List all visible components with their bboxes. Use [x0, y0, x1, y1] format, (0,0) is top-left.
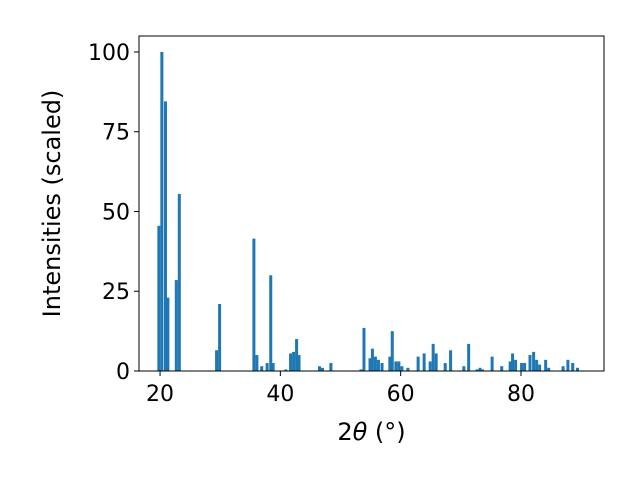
- bar: [406, 367, 410, 371]
- bar: [532, 351, 536, 371]
- bar: [373, 356, 377, 371]
- bar: [177, 193, 181, 371]
- bar: [269, 275, 273, 371]
- x-tick-label: 80: [507, 382, 535, 407]
- y-tick-label: 75: [102, 121, 130, 146]
- bar: [284, 369, 288, 371]
- bar: [362, 327, 366, 371]
- bar: [359, 369, 363, 371]
- bar: [215, 350, 219, 371]
- bar: [157, 225, 161, 371]
- bar: [571, 363, 575, 371]
- plot-frame: [138, 35, 605, 372]
- bar: [289, 353, 293, 371]
- bar: [416, 356, 420, 371]
- bar: [462, 366, 466, 371]
- bar: [443, 363, 447, 371]
- y-axis-ticks: 0 25 50 75 100: [88, 41, 139, 385]
- bar: [475, 369, 479, 371]
- bar: [265, 363, 269, 371]
- y-tick-label: 100: [88, 41, 130, 66]
- x-axis-label: 2θ (°): [337, 418, 405, 446]
- bar: [320, 367, 324, 371]
- bar: [260, 366, 264, 371]
- bar: [514, 359, 518, 371]
- bar: [478, 367, 482, 371]
- bar: [292, 351, 296, 371]
- bar: [218, 304, 222, 371]
- bar: [428, 361, 432, 371]
- y-tick-label: 50: [102, 200, 130, 225]
- bar: [368, 358, 372, 371]
- bar: [535, 359, 539, 371]
- bar: [370, 348, 374, 371]
- bar: [523, 363, 527, 371]
- bar: [252, 238, 256, 371]
- bar: [397, 361, 401, 371]
- bar: [490, 356, 494, 371]
- bar: [388, 356, 392, 371]
- bar: [390, 331, 394, 371]
- bar: [547, 367, 551, 371]
- bar: [449, 350, 453, 371]
- bar: [400, 366, 404, 371]
- bar: [394, 361, 398, 371]
- x-tick-label: 20: [146, 382, 174, 407]
- bar: [520, 363, 524, 371]
- x-tick-label: 40: [266, 382, 294, 407]
- bar: [480, 369, 484, 371]
- bar: [434, 353, 438, 371]
- x-axis-label-unit: (°): [367, 418, 405, 446]
- bar: [163, 101, 167, 372]
- y-tick-label: 0: [116, 360, 130, 385]
- bar: [576, 367, 580, 371]
- bar: [329, 363, 333, 371]
- bar: [467, 343, 471, 371]
- bar: [271, 363, 275, 371]
- x-tick-label: 60: [387, 382, 415, 407]
- bar: [538, 364, 542, 371]
- bar: [561, 366, 565, 371]
- bar: [500, 366, 504, 371]
- bar: [528, 355, 532, 371]
- bar: [380, 363, 384, 371]
- bar: [174, 280, 178, 371]
- bar: [544, 359, 548, 371]
- y-tick-label: 25: [102, 280, 130, 305]
- bar: [431, 343, 435, 371]
- bar: [376, 359, 380, 371]
- bars-group: [157, 51, 580, 372]
- bar: [566, 359, 570, 371]
- bar: [160, 51, 164, 371]
- x-axis-label-prefix: 2: [337, 418, 352, 446]
- x-axis-ticks: 20 40 60 80: [146, 371, 535, 407]
- x-axis-label-theta: θ: [353, 418, 368, 446]
- bar: [422, 353, 426, 371]
- bar: [295, 339, 299, 371]
- bar: [166, 297, 170, 371]
- bar: [255, 355, 259, 371]
- bar: [508, 361, 512, 371]
- bar: [511, 353, 515, 371]
- bar: [317, 366, 321, 371]
- bar: [297, 355, 301, 371]
- y-axis-label: Intensities (scaled): [38, 90, 66, 318]
